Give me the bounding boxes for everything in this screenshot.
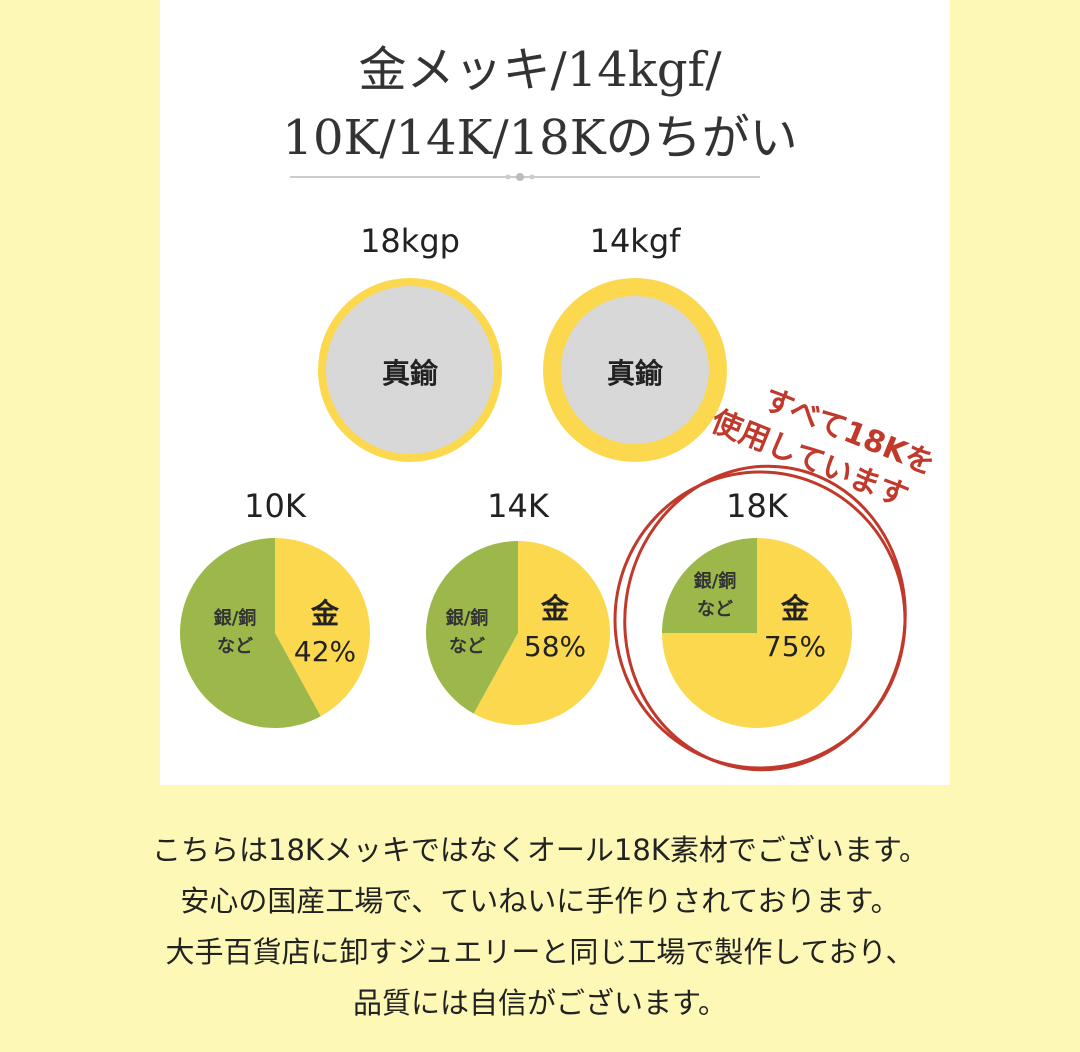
- pie-14k-other-label: 銀/銅など: [432, 605, 502, 661]
- pie-10k-slice-other: [180, 538, 321, 728]
- plated-core-18kgp: [326, 286, 494, 454]
- plated-label-18kgp: 18kgp: [360, 222, 460, 260]
- other-label-line2: など: [217, 636, 253, 657]
- plated-18kgp: [318, 278, 502, 462]
- gold-label: 金: [780, 592, 809, 625]
- other-label-line1: 銀/銅: [213, 608, 257, 629]
- title-line-2: 10K/14K/18Kのちがい: [282, 110, 798, 166]
- red-hand-circle: [613, 464, 907, 772]
- plated-14kgf: [543, 278, 727, 462]
- pie-14k-gold-label: 金 58%: [515, 590, 595, 666]
- pie-title-14k: 14K: [487, 487, 549, 525]
- pie-18k-other-label: 銀/銅など: [680, 568, 750, 624]
- title-line-1: 金メッキ/14kgf/: [358, 42, 722, 98]
- plated-label-14kgf: 14kgf: [589, 222, 681, 260]
- pie-10k-slice-gold: [275, 538, 371, 717]
- gold-label: 金: [310, 597, 339, 630]
- pie-title-10k: 10K: [244, 487, 306, 525]
- other-label-line1: 銀/銅: [693, 571, 737, 592]
- gold-label: 金: [540, 592, 569, 625]
- pie-10k-other-label: 銀/銅など: [200, 605, 270, 661]
- ornament-divider: [290, 173, 760, 181]
- other-label-line2: など: [449, 636, 485, 657]
- pie-title-18k: 18K: [726, 487, 788, 525]
- caption-line-4: 品質には自信がございます。: [352, 986, 728, 1020]
- pie-18k-slice-other: [662, 538, 757, 633]
- gold-percent: 42%: [293, 635, 357, 668]
- plated-core-text-14kgf: 真鍮: [606, 357, 663, 390]
- plated-core-14kgf: [561, 296, 709, 444]
- other-label-line1: 銀/銅: [445, 608, 489, 629]
- caption-line-1: こちらは18Kメッキではなくオール18K素材でございます。: [152, 833, 928, 867]
- gold-percent: 75%: [763, 630, 827, 663]
- other-label-line2: など: [697, 599, 733, 620]
- caption: こちらは18Kメッキではなくオール18K素材でございます。 安心の国産工場で、て…: [0, 825, 1080, 1029]
- pie-18k-gold-label: 金 75%: [755, 590, 835, 666]
- pie-10k-gold-label: 金 42%: [290, 595, 360, 671]
- pie-14k-slice-gold: [473, 541, 610, 725]
- plated-core-text-18kgp: 真鍮: [381, 357, 438, 390]
- caption-line-2: 安心の国産工場で、ていねいに手作りされております。: [180, 884, 900, 918]
- caption-line-3: 大手百貨店に卸すジュエリーと同じ工場で製作しており、: [165, 935, 915, 969]
- pie-14k-slice-other: [425, 541, 518, 714]
- gold-percent: 58%: [523, 630, 587, 663]
